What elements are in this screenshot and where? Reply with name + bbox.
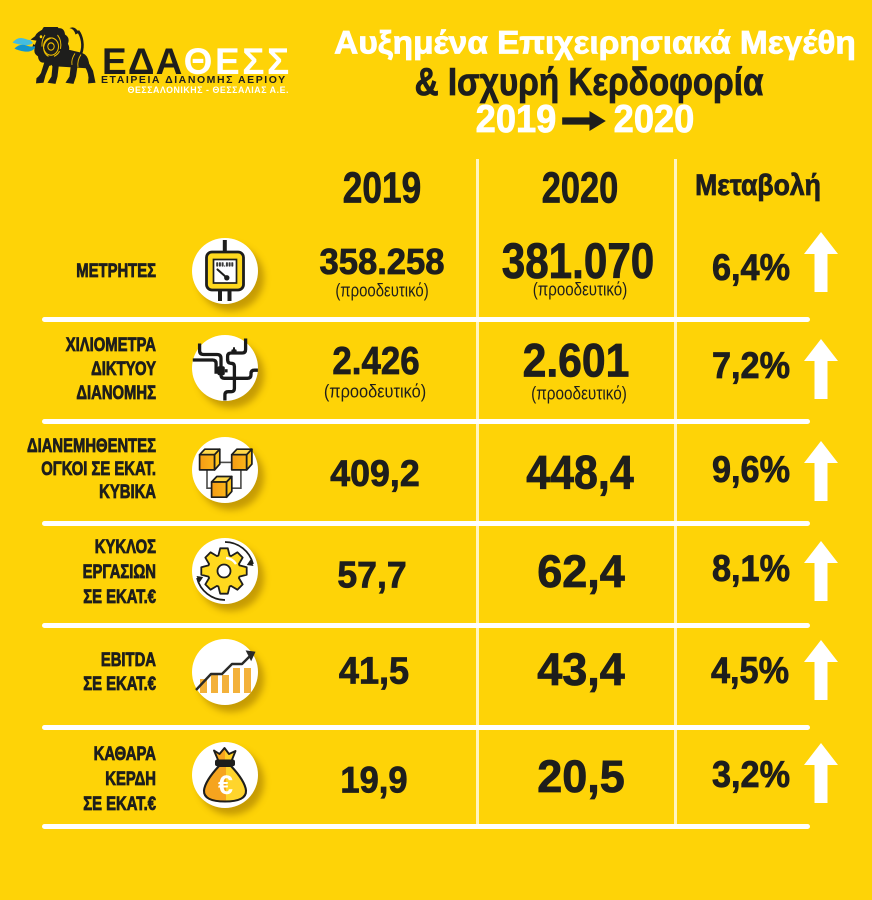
svg-text:€: € <box>218 770 233 800</box>
